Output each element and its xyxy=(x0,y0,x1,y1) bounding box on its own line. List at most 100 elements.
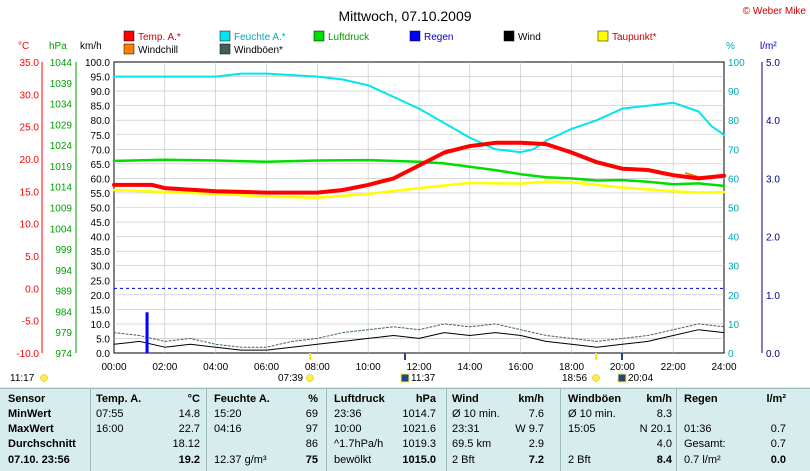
legend-swatch xyxy=(503,30,515,42)
tick-label-kmh: 100.0 xyxy=(85,58,110,69)
tick-label-time: 04:00 xyxy=(203,362,228,373)
new-moon-time: 20:04 xyxy=(628,373,653,384)
tick-label-hpa: 1014 xyxy=(50,183,73,194)
legend-swatch xyxy=(597,30,609,42)
table-header-cell: Feuchte A. xyxy=(214,393,270,405)
legend-swatch xyxy=(123,30,135,42)
tick-label-kmh: 0.0 xyxy=(96,349,110,360)
tick-label-hpa: 989 xyxy=(55,287,72,298)
tick-label-kmh: 80.0 xyxy=(91,116,111,127)
table-cell: 8.4 xyxy=(656,454,672,466)
tick-label-celsius: 30.0 xyxy=(20,90,40,101)
series-line-taupunkt xyxy=(112,180,726,200)
tick-label-percent: 40 xyxy=(728,233,740,244)
tick-label-percent: 80 xyxy=(728,116,740,127)
tick-label-rain: 2.0 xyxy=(766,233,780,244)
legend-swatch xyxy=(219,30,231,42)
tick-label-percent: 100 xyxy=(728,58,745,69)
legend-label: Windchill xyxy=(138,45,178,56)
tick-label-kmh: 70.0 xyxy=(91,145,111,156)
legend: Temp. A.* Feuchte A.* Luftdruck Regen Wind Ta… xyxy=(123,30,657,56)
table-cell: 14.8 xyxy=(178,408,200,420)
table-cell: 0.7 xyxy=(770,423,786,435)
table-cell: 1019.3 xyxy=(402,438,436,450)
table-cell: 12.37 g/m³ xyxy=(214,454,267,466)
table-cell: 23:31 xyxy=(452,423,480,435)
tick-label-celsius: 25.0 xyxy=(20,123,40,134)
unit-label-celsius: °C xyxy=(18,41,29,52)
sunrise-icon xyxy=(306,374,314,382)
table-cell: 7.6 xyxy=(528,408,544,420)
tick-label-time: 06:00 xyxy=(254,362,279,373)
unit-label-percent: % xyxy=(726,41,735,52)
table-header-cell: Windböen xyxy=(568,393,622,405)
table-cell: 8.3 xyxy=(656,408,672,420)
table-row-label: Durchschnitt xyxy=(8,438,76,450)
tick-label-kmh: 75.0 xyxy=(91,131,111,142)
unit-label-rain: l/m² xyxy=(760,41,777,52)
table-column-divider xyxy=(560,389,561,471)
table-cell: ^1.7hPa/h xyxy=(334,438,384,450)
tick-label-hpa: 1019 xyxy=(50,162,73,173)
tick-label-hpa: 994 xyxy=(55,266,72,277)
tick-label-celsius: -5.0 xyxy=(22,317,40,328)
tick-label-time: 18:00 xyxy=(559,362,584,373)
table-cell: N 20.1 xyxy=(639,423,672,435)
table-cell: 15:05 xyxy=(568,423,596,435)
table-header-cell: % xyxy=(308,393,318,405)
table-row-label: MaxWert xyxy=(8,423,54,435)
table-header-cell: °C xyxy=(187,393,200,405)
table-cell: 75 xyxy=(305,454,318,466)
sunset-time: 18:56 xyxy=(562,373,587,384)
table-cell: 0.7 l/m² xyxy=(684,454,721,466)
tick-label-time: 10:00 xyxy=(356,362,381,373)
tick-label-hpa: 1044 xyxy=(50,58,73,69)
legend-label: Feuchte A.* xyxy=(234,32,286,43)
legend-label: Luftdruck xyxy=(328,32,370,43)
tick-label-hpa: 979 xyxy=(55,328,72,339)
table-cell: 10:00 xyxy=(334,423,362,435)
tick-label-kmh: 25.0 xyxy=(91,276,111,287)
tick-label-percent: 0 xyxy=(728,349,734,360)
moonset-icon xyxy=(400,373,410,383)
tick-label-celsius: 35.0 xyxy=(20,58,40,69)
tick-label-kmh: 95.0 xyxy=(91,73,111,84)
table-header-cell: Wind xyxy=(452,393,479,405)
series-line-tempa xyxy=(112,140,726,195)
tick-label-celsius: 20.0 xyxy=(20,155,40,166)
table-cell: 2 Bft xyxy=(452,454,475,466)
tick-label-celsius: -10.0 xyxy=(16,349,39,360)
tick-label-hpa: 974 xyxy=(55,349,72,360)
stats-table: Sensor Temp. A. °C Feuchte A.% Luftdruck hPa W… xyxy=(0,387,810,471)
tick-label-rain: 4.0 xyxy=(766,116,780,127)
tick-label-kmh: 15.0 xyxy=(91,305,111,316)
tick-label-kmh: 50.0 xyxy=(91,204,111,215)
table-row-label: 07.10. 23:56 xyxy=(8,454,70,466)
tick-label-kmh: 35.0 xyxy=(91,247,111,258)
table-cell: 1015.0 xyxy=(402,454,436,466)
tick-label-rain: 3.0 xyxy=(766,174,780,185)
table-cell: 2 Bft xyxy=(568,454,591,466)
tick-label-time: 00:00 xyxy=(101,362,126,373)
unit-label-hpa: hPa xyxy=(49,41,67,52)
tick-label-kmh: 20.0 xyxy=(91,291,111,302)
series-line-windben xyxy=(113,323,725,348)
tick-label-percent: 60 xyxy=(728,174,740,185)
table-header-cell: Sensor xyxy=(8,393,46,405)
legend-label: Wind xyxy=(518,32,541,43)
weather-chart: Mittwoch, 07.10.2009 © Weber Mike Temp. … xyxy=(10,6,806,384)
tick-label-celsius: 15.0 xyxy=(20,187,40,198)
legend-swatch xyxy=(313,30,325,42)
new-moon-icon xyxy=(617,373,627,383)
tick-label-celsius: 10.0 xyxy=(20,220,40,231)
legend-swatch xyxy=(219,43,231,55)
table-cell: 0.7 xyxy=(770,438,786,450)
table-cell: 2.9 xyxy=(528,438,544,450)
table-cell: 7.2 xyxy=(528,454,544,466)
tick-label-kmh: 90.0 xyxy=(91,87,111,98)
sunset-icon xyxy=(592,374,600,382)
table-cell: 69.5 km xyxy=(452,438,492,450)
table-header-cell: l/m² xyxy=(766,393,786,405)
table-cell: 4.0 xyxy=(656,438,672,450)
table-cell: bewölkt xyxy=(334,454,372,466)
